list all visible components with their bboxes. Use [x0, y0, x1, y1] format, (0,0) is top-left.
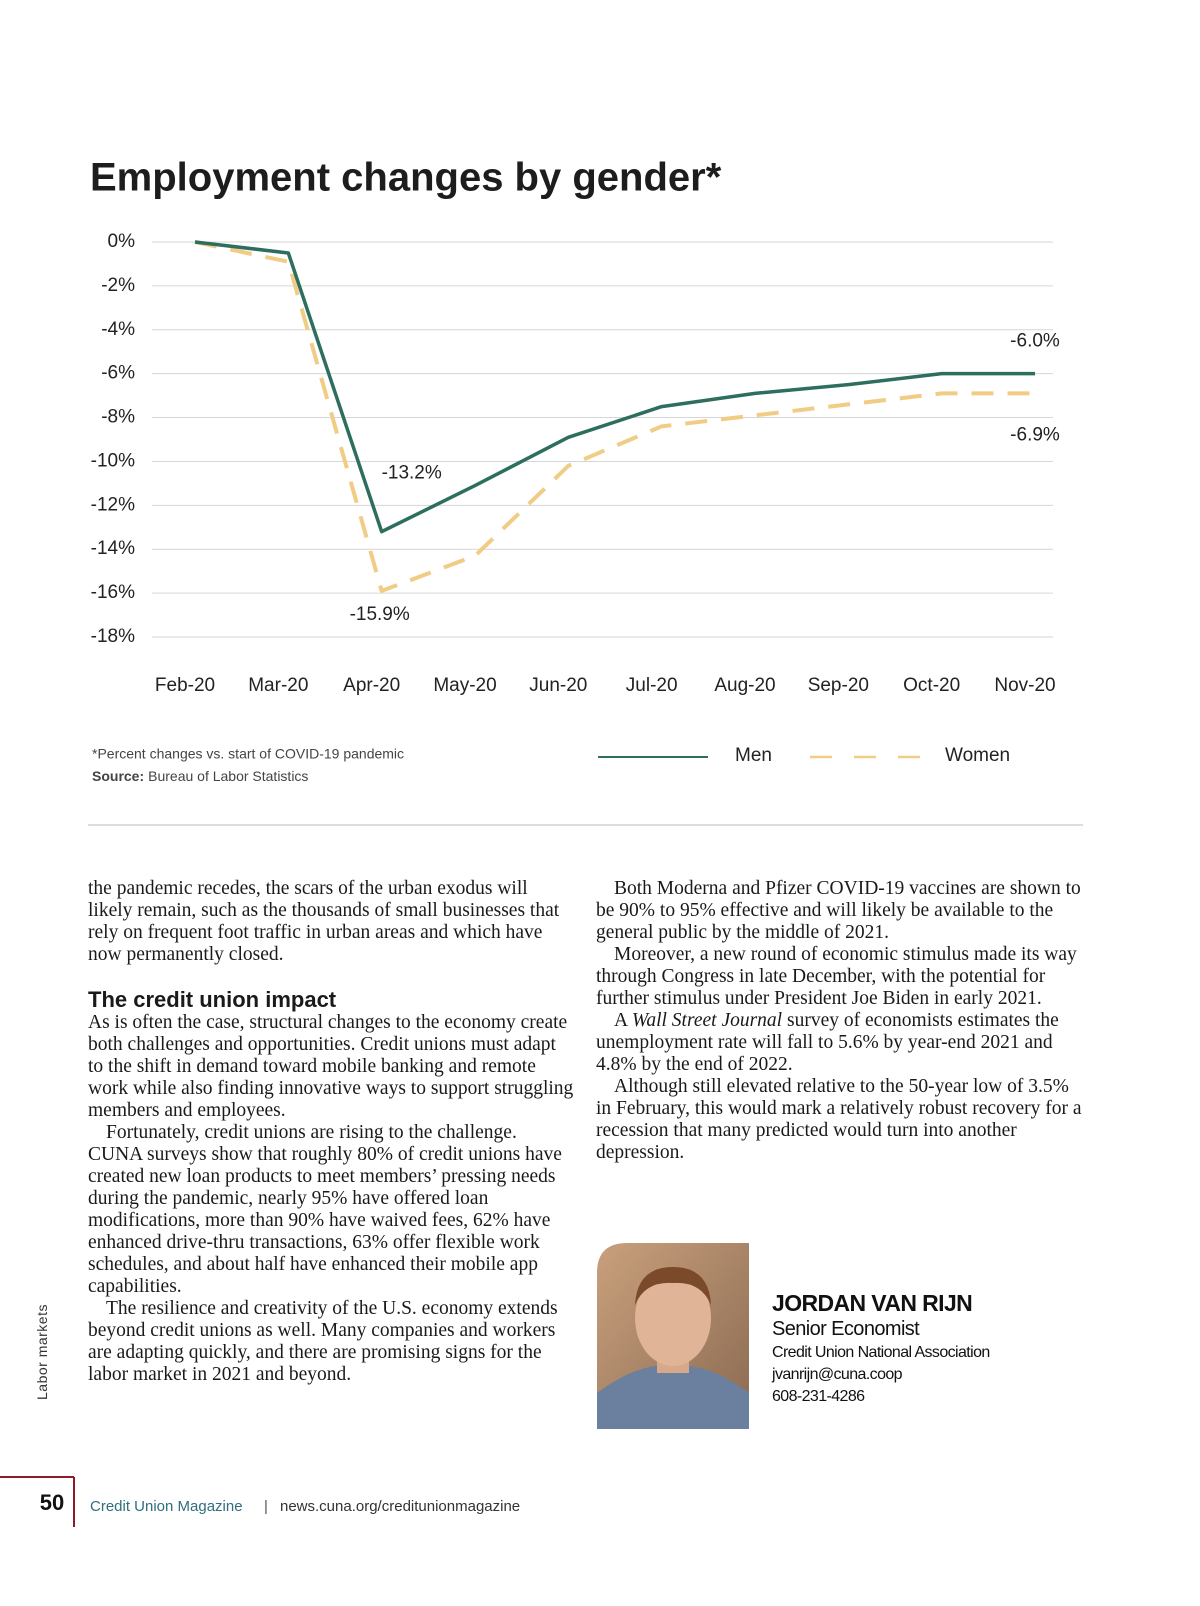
right-column: Both Moderna and Pfizer COVID-19 vaccine…: [596, 878, 1082, 1164]
chart-note: *Percent changes vs. start of COVID-19 p…: [92, 746, 404, 762]
author-title: Senior Economist: [772, 1318, 920, 1340]
x-tick-label: Jun-20: [529, 675, 587, 696]
y-tick-label: -2%: [101, 275, 135, 296]
text: survey of economists estimates the unemp…: [596, 1010, 1059, 1075]
x-tick-label: Jul-20: [626, 675, 678, 696]
data-label: -6.9%: [1010, 424, 1060, 445]
y-tick-label: -16%: [91, 582, 135, 603]
y-tick-label: -14%: [91, 538, 135, 559]
paragraph: As is often the case, structural changes…: [88, 1012, 574, 1121]
x-tick-label: Aug-20: [714, 675, 775, 696]
source-label: Source:: [92, 768, 144, 784]
legend-label: Women: [945, 745, 1010, 766]
y-tick-label: -12%: [91, 494, 135, 515]
x-tick-label: Sep-20: [808, 675, 869, 696]
y-tick-label: 0%: [108, 231, 136, 252]
author-phone: 608-231-4286: [772, 1388, 865, 1405]
author-photo: [597, 1243, 749, 1429]
x-tick-label: Feb-20: [155, 675, 215, 696]
footer-url: news.cuna.org/creditunionmagazine: [280, 1498, 520, 1515]
legend-label: Men: [735, 745, 772, 766]
footer-separator: |: [264, 1498, 268, 1515]
x-tick-label: Apr-20: [343, 675, 400, 696]
italic-text: Wall Street Journal: [631, 1010, 783, 1031]
y-tick-label: -6%: [101, 363, 135, 384]
x-tick-label: Mar-20: [248, 675, 308, 696]
series-line: [194, 240, 1035, 593]
paragraph: A Wall Street Journal survey of economis…: [596, 1010, 1082, 1076]
source-text: Bureau of Labor Statistics: [148, 768, 308, 784]
data-label: -15.9%: [350, 604, 410, 625]
series-line: [194, 240, 1035, 534]
y-tick-label: -10%: [91, 450, 135, 471]
y-tick-label: -8%: [101, 407, 135, 428]
chart: Employment changes by gender* *Percent c…: [88, 156, 1083, 826]
chart-title: Employment changes by gender*: [90, 156, 722, 200]
author: JORDAN VAN RIJN Senior Economist Credit …: [772, 1290, 990, 1408]
magazine-name: Credit Union Magazine: [90, 1498, 243, 1515]
paragraph: Moreover, a new round of economic stimul…: [596, 944, 1077, 1009]
x-tick-label: May-20: [433, 675, 496, 696]
author-email: jvanrijn@cuna.coop: [772, 1366, 903, 1383]
heading: The credit union impact: [88, 987, 337, 1012]
footer: 50 Credit Union Magazine | news.cuna.org…: [0, 1476, 520, 1527]
paragraph: Both Moderna and Pfizer COVID-19 vaccine…: [596, 878, 1081, 943]
y-tick-label: -4%: [101, 319, 135, 340]
sidebar-label: Labor markets: [34, 1304, 50, 1400]
author-name: JORDAN VAN RIJN: [772, 1290, 973, 1316]
text: A: [614, 1010, 632, 1031]
data-label: -13.2%: [382, 463, 442, 484]
paragraph: The resilience and creativity of the U.S…: [88, 1298, 558, 1385]
data-label: -6.0%: [1010, 331, 1060, 352]
paragraph: the pandemic recedes, the scars of the u…: [88, 878, 560, 965]
paragraph: Although still elevated relative to the …: [596, 1076, 1082, 1163]
x-tick-label: Oct-20: [903, 675, 960, 696]
source: Source: Bureau of Labor Statistics: [92, 768, 308, 784]
page-number: 50: [40, 1490, 64, 1515]
x-tick-label: Nov-20: [994, 675, 1055, 696]
author-org: Credit Union National Association: [772, 1344, 990, 1361]
paragraph: Fortunately, credit unions are rising to…: [88, 1122, 562, 1297]
y-tick-label: -18%: [91, 626, 135, 647]
left-column: the pandemic recedes, the scars of the u…: [88, 878, 574, 1386]
